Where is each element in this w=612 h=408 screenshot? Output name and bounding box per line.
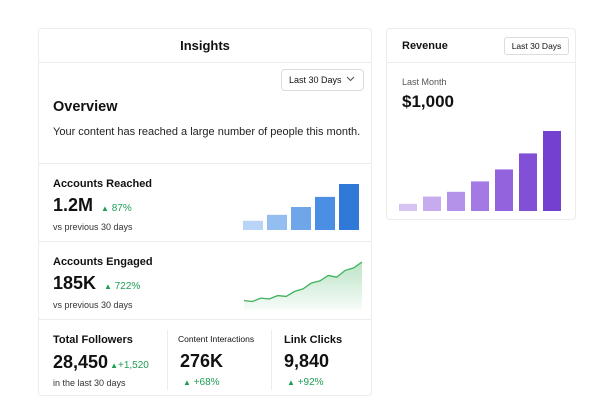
up-arrow-icon: ▲ bbox=[287, 378, 295, 387]
accounts-engaged-delta: ▲ 722% bbox=[104, 281, 140, 292]
accounts-engaged-section[interactable]: Accounts Engaged 185K ▲ 722% vs previous… bbox=[39, 241, 371, 319]
link-clicks-delta: ▲ +92% bbox=[287, 377, 324, 388]
revenue-bar-2 bbox=[423, 196, 441, 211]
content-interactions-title: Content Interactions bbox=[178, 334, 255, 344]
revenue-bar-6 bbox=[519, 153, 537, 211]
revenue-bar-3 bbox=[447, 191, 465, 211]
insights-card: Insights Last 30 Days Overview Your cont… bbox=[38, 28, 372, 396]
total-followers-delta-value: +1,520 bbox=[117, 360, 149, 371]
accounts-reached-bar-1 bbox=[243, 220, 263, 230]
accounts-engaged-line-chart bbox=[243, 261, 363, 310]
revenue-label: Last Month bbox=[402, 77, 447, 87]
accounts-engaged-number: 185K bbox=[53, 273, 97, 293]
accounts-reached-title: Accounts Reached bbox=[53, 178, 153, 190]
accounts-reached-bar-5 bbox=[339, 184, 359, 230]
insights-title: Insights bbox=[180, 38, 230, 53]
revenue-bar-5 bbox=[495, 169, 513, 211]
up-arrow-icon: ▲ bbox=[104, 282, 112, 291]
period-dropdown[interactable]: Last 30 Days bbox=[281, 69, 364, 91]
accounts-engaged-title: Accounts Engaged bbox=[53, 256, 153, 268]
accounts-reached-bar-3 bbox=[291, 207, 311, 230]
up-arrow-icon: ▲ bbox=[110, 361, 118, 370]
bottom-stats-section: Total Followers 28,450 ▲+1,520 in the las… bbox=[39, 319, 371, 397]
up-arrow-icon: ▲ bbox=[101, 204, 109, 213]
up-arrow-icon: ▲ bbox=[183, 378, 191, 387]
accounts-engaged-subtext: vs previous 30 days bbox=[53, 300, 133, 310]
accounts-reached-subtext: vs previous 30 days bbox=[53, 222, 133, 232]
overview-title: Overview bbox=[53, 99, 118, 115]
accounts-reached-section[interactable]: Accounts Reached 1.2M ▲ 87% vs previous … bbox=[39, 163, 371, 241]
total-followers-delta: ▲+1,520 bbox=[110, 360, 149, 371]
accounts-engaged-value: 185K ▲ 722% bbox=[53, 273, 140, 294]
revenue-bar-1 bbox=[399, 203, 417, 211]
period-dropdown-label: Last 30 Days bbox=[289, 75, 342, 85]
link-clicks-cell[interactable]: Link Clicks 9,840 ▲ +92% bbox=[271, 320, 371, 398]
total-followers-title: Total Followers bbox=[53, 334, 133, 346]
link-clicks-delta-value: +92% bbox=[297, 377, 324, 388]
revenue-value: $1,000 bbox=[402, 92, 454, 111]
accounts-reached-bar-2 bbox=[267, 214, 287, 230]
revenue-bar-4 bbox=[471, 181, 489, 211]
content-interactions-cell[interactable]: Content Interactions 276K ▲ +68% bbox=[167, 320, 271, 398]
accounts-reached-bar-chart bbox=[243, 184, 359, 230]
overview-description: Your content has reached a large number … bbox=[53, 126, 361, 138]
accounts-reached-number: 1.2M bbox=[53, 195, 94, 215]
total-followers-number: 28,450 bbox=[53, 352, 109, 372]
divider bbox=[271, 330, 272, 390]
link-clicks-title: Link Clicks bbox=[284, 334, 343, 346]
accounts-engaged-line bbox=[243, 261, 363, 303]
content-interactions-delta: ▲ +68% bbox=[183, 377, 220, 388]
insights-header: Insights bbox=[39, 29, 371, 63]
accounts-reached-value: 1.2M ▲ 87% bbox=[53, 195, 132, 216]
total-followers-subtext: in the last 30 days bbox=[53, 378, 126, 388]
accounts-engaged-delta-value: 722% bbox=[114, 281, 141, 292]
chevron-down-icon bbox=[346, 76, 355, 82]
revenue-title: Revenue bbox=[402, 40, 448, 52]
link-clicks-value: 9,840 bbox=[284, 351, 330, 371]
accounts-reached-delta: ▲ 87% bbox=[101, 203, 132, 214]
divider bbox=[167, 330, 168, 390]
accounts-reached-bar-4 bbox=[315, 196, 335, 230]
revenue-period-button[interactable]: Last 30 Days bbox=[504, 37, 569, 55]
revenue-bar-7 bbox=[543, 131, 561, 211]
revenue-bar-chart bbox=[399, 131, 561, 211]
total-followers-cell[interactable]: Total Followers 28,450 ▲+1,520 in the las… bbox=[39, 320, 169, 398]
revenue-card: Revenue Last 30 Days Last Month $1,000 bbox=[386, 28, 576, 220]
revenue-header: Revenue Last 30 Days bbox=[387, 29, 575, 63]
total-followers-value: 28,450 ▲+1,520 bbox=[53, 352, 149, 373]
content-interactions-value: 276K bbox=[180, 351, 224, 371]
accounts-reached-delta-value: 87% bbox=[111, 203, 132, 214]
content-interactions-delta-value: +68% bbox=[193, 377, 220, 388]
accounts-engaged-area bbox=[244, 262, 362, 310]
